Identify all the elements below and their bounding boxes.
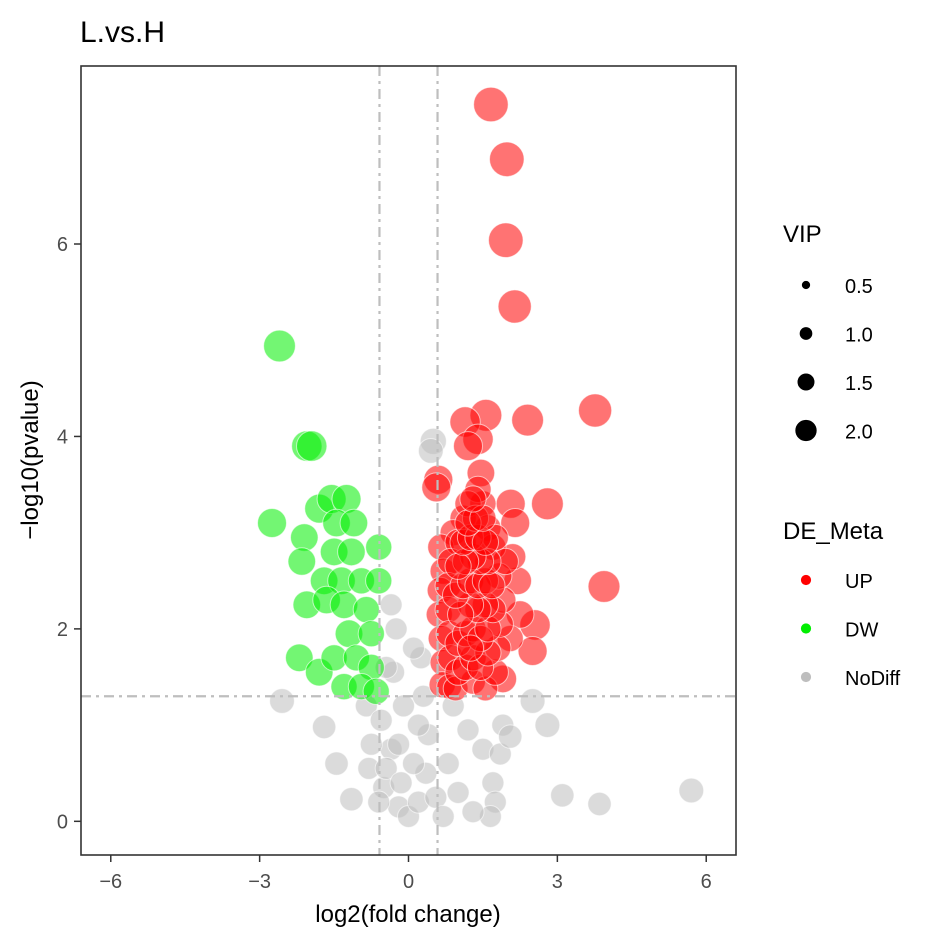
point-up-88 (459, 485, 487, 513)
point-nodiff-1 (311, 714, 337, 740)
legend-vip-key-3 (794, 418, 818, 443)
point-up-0 (473, 86, 509, 123)
point-nodiff-28 (446, 781, 470, 804)
y-axis-label: −log10(pvalue) (17, 380, 44, 539)
point-dw-23 (357, 620, 385, 648)
point-up-3 (497, 289, 532, 324)
point-nodiff-17 (384, 617, 408, 641)
y-tick-label: 2 (57, 619, 68, 641)
legend-vip-key-1 (798, 326, 814, 341)
legend-vip-label-3: 2.0 (845, 422, 873, 444)
x-tick-label: −6 (99, 871, 122, 893)
point-nodiff-40 (374, 756, 398, 780)
point-dw-21 (352, 596, 380, 624)
point-up-75 (478, 572, 506, 600)
point-nodiff-45 (424, 785, 448, 809)
point-nodiff-24 (481, 771, 505, 795)
legend-de-meta-key-dw (800, 622, 812, 635)
x-tick-label: 0 (403, 871, 414, 893)
threshold-lines (81, 66, 736, 855)
point-up-15 (500, 508, 531, 538)
chart-title: L.vs.H (80, 16, 165, 49)
point-nodiff-41 (389, 771, 413, 795)
point-nodiff-18 (379, 593, 403, 617)
point-up-16 (587, 570, 621, 603)
x-axis: −6 −3 0 3 6 (99, 855, 712, 893)
y-tick-label: 0 (57, 811, 68, 833)
legend-de-meta-label-dw: DW (845, 620, 878, 642)
point-nodiff-3 (339, 787, 364, 812)
point-dw-7 (290, 523, 319, 552)
x-tick-label: 6 (701, 871, 712, 893)
legend-de-meta: DE_Meta UP DW NoDiff (783, 518, 901, 690)
legend-vip-title: VIP (783, 221, 822, 248)
point-dw-9 (339, 508, 369, 538)
point-nodiff-37 (678, 777, 705, 804)
point-up-1 (489, 141, 525, 178)
plot-panel (81, 66, 736, 855)
legend-de-meta-title: DE_Meta (783, 518, 884, 545)
point-nodiff-2 (324, 751, 349, 776)
legend-vip: VIP 0.5 1.0 1.5 2.0 (783, 221, 873, 444)
point-nodiff-48 (402, 636, 425, 660)
y-tick-label: 6 (57, 234, 68, 256)
y-axis: 0 2 4 6 (57, 234, 81, 833)
point-nodiff-36 (587, 791, 612, 817)
x-tick-label: 3 (552, 871, 563, 893)
x-axis-label: log2(fold change) (315, 901, 500, 928)
point-nodiff-0 (269, 688, 295, 714)
legend-vip-key-2 (796, 372, 816, 392)
point-nodiff-27 (461, 800, 485, 824)
legend-vip-label-1: 1.0 (845, 325, 873, 347)
legend-de-meta-key-nodiff (800, 671, 812, 683)
point-dw-3 (257, 508, 287, 538)
point-up-11 (421, 472, 452, 503)
x-tick-label: −3 (248, 871, 271, 893)
point-nodiff-42 (402, 752, 425, 776)
legend-de-meta-key-up (800, 574, 812, 586)
point-up-13 (531, 487, 564, 521)
point-nodiff-32 (498, 724, 523, 749)
point-up-4 (578, 393, 613, 428)
legend-de-meta-label-up: UP (845, 571, 873, 593)
point-up-9 (453, 431, 483, 462)
point-up-89 (456, 634, 485, 662)
point-dw-10 (287, 547, 317, 576)
y-tick-label: 4 (57, 426, 68, 448)
point-nodiff-6 (369, 708, 393, 732)
legend-vip-label-0: 0.5 (845, 276, 873, 298)
point-nodiff-34 (534, 712, 561, 738)
point-nodiff-20 (417, 438, 444, 464)
point-dw-12 (337, 537, 366, 567)
legend-vip-key-0 (800, 279, 812, 291)
point-up-5 (511, 403, 544, 437)
point-nodiff-44 (392, 694, 415, 718)
point-dw-0 (263, 329, 296, 363)
point-nodiff-46 (431, 805, 455, 828)
data-points-layer (257, 86, 705, 828)
legend-vip-label-2: 1.5 (845, 373, 873, 395)
point-nodiff-33 (519, 688, 546, 714)
point-dw-24 (285, 643, 314, 673)
legend-de-meta-label-nodiff: NoDiff (845, 668, 901, 690)
point-nodiff-35 (550, 783, 575, 808)
point-up-80 (444, 552, 472, 580)
point-nodiff-43 (406, 713, 430, 737)
point-dw-31 (362, 677, 390, 706)
point-up-18 (517, 636, 548, 666)
point-dw-2 (296, 430, 328, 462)
point-nodiff-29 (436, 752, 460, 776)
point-up-2 (488, 222, 524, 258)
point-nodiff-49 (387, 732, 411, 756)
point-nodiff-38 (359, 732, 383, 756)
point-nodiff-22 (456, 718, 480, 742)
